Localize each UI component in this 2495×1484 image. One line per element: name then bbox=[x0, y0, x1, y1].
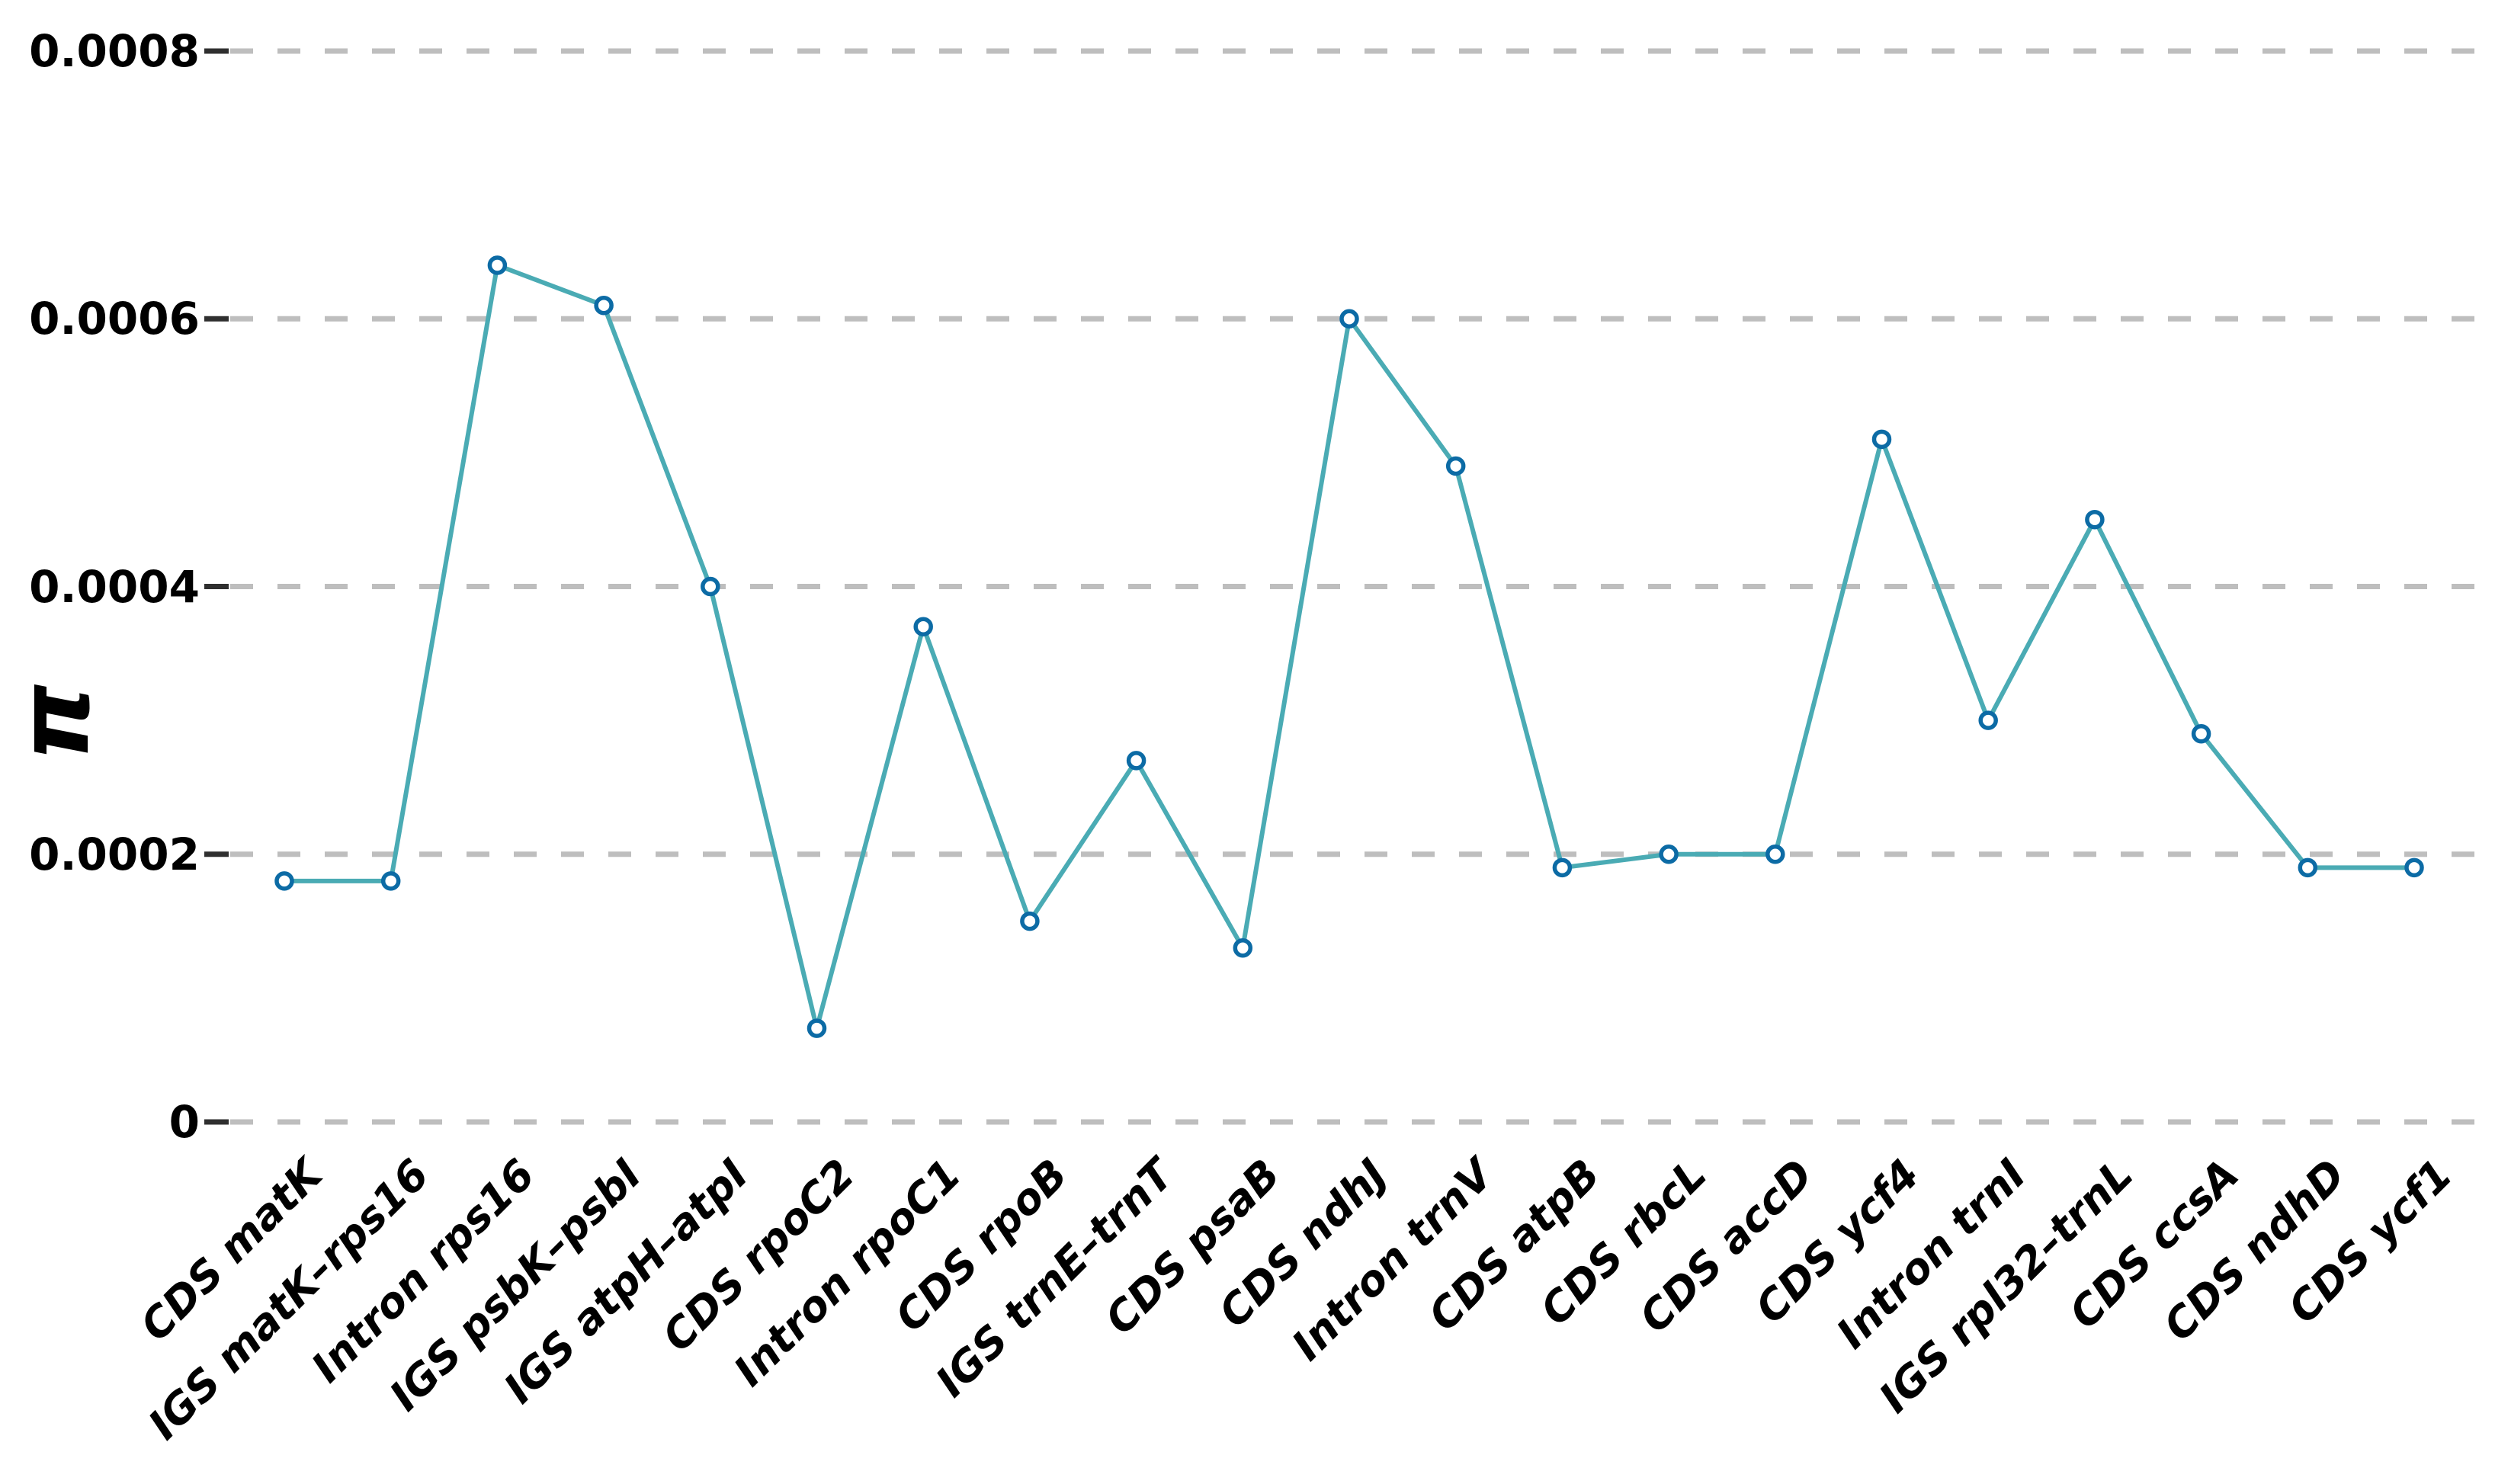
data-point-marker bbox=[2404, 857, 2424, 878]
data-point-marker bbox=[1233, 938, 1253, 958]
y-tick-label: 0 bbox=[168, 1096, 200, 1148]
data-point-marker bbox=[594, 295, 614, 316]
data-point-marker bbox=[1978, 710, 1998, 730]
series-line bbox=[282, 263, 2416, 1031]
data-point-marker bbox=[1659, 845, 1679, 864]
data-point-marker bbox=[1020, 911, 1040, 931]
data-point-marker bbox=[1871, 429, 1892, 450]
data-point-marker bbox=[701, 576, 720, 597]
y-axis-title: π bbox=[0, 684, 111, 761]
data-point-marker bbox=[913, 617, 933, 636]
data-point-marker bbox=[807, 1018, 827, 1038]
data-point-marker bbox=[274, 871, 294, 891]
data-point-marker bbox=[380, 871, 401, 891]
data-point-marker bbox=[1126, 751, 1146, 771]
y-tick-label: 0.0004 bbox=[29, 560, 200, 613]
data-point-marker bbox=[1445, 456, 1466, 476]
y-tick-label: 0.0002 bbox=[29, 828, 200, 880]
y-tick-label: 0.0008 bbox=[29, 25, 200, 77]
data-point-marker bbox=[1339, 309, 1359, 329]
data-point-marker bbox=[1552, 857, 1573, 878]
data-point-marker bbox=[2298, 857, 2318, 878]
data-point-marker bbox=[2191, 723, 2211, 744]
data-point-marker bbox=[1765, 845, 1785, 864]
data-point-marker bbox=[487, 255, 508, 275]
y-tick-label: 0.0006 bbox=[29, 293, 200, 345]
data-point-marker bbox=[2085, 509, 2105, 530]
